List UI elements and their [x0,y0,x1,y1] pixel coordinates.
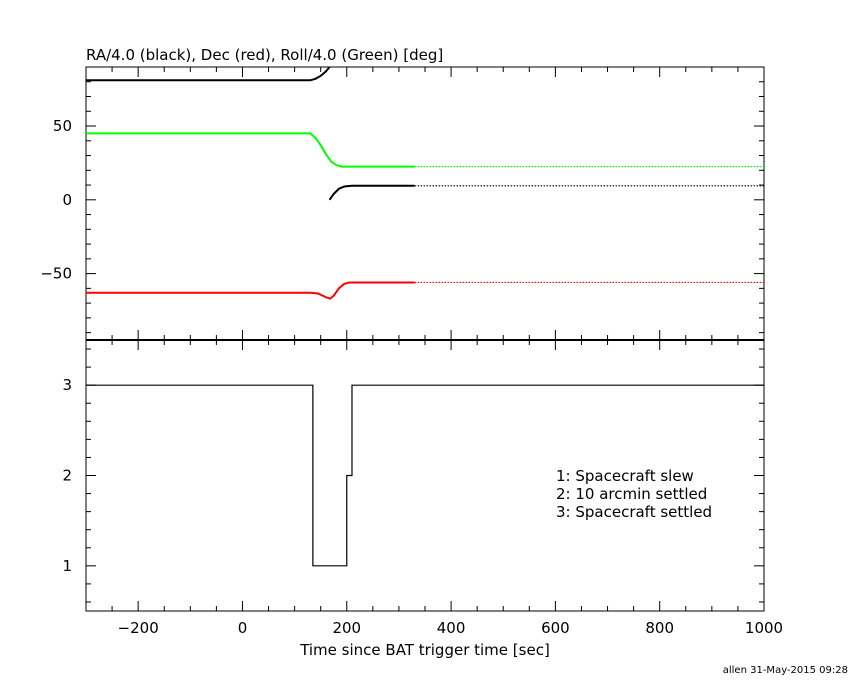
x-axis-label: Time since BAT trigger time [sec] [299,641,550,659]
series-line [86,132,415,168]
y-tick-label: 2 [62,467,72,485]
series-line [86,67,331,82]
x-tick-label: −200 [118,619,159,637]
legend-entry: 2: 10 arcmin settled [556,485,707,503]
y-tick-label: 0 [62,191,72,209]
top-panel: −50 0 50 [40,66,765,341]
series-group [86,384,764,567]
x-tick-label: 0 [238,619,248,637]
bottom-panel: 1 2 3 −200 0 200 400 600 800 1000 1: Spacecraft sl… [62,339,783,637]
legend-entry: 1: Spacecraft slew [556,467,694,485]
y-tick-label: −50 [40,265,72,283]
y-tick-label: 50 [53,117,72,135]
x-tick-label: 600 [541,619,570,637]
x-tick-label: 1000 [745,619,783,637]
y-tick-label: 1 [62,557,72,575]
y-tick-label: 3 [62,376,72,394]
plot-frame [85,66,765,341]
legend-entry: 3: Spacecraft settled [556,503,712,521]
series-line [328,184,415,201]
x-tick-label: 800 [645,619,674,637]
footer-credit: allen 31-May-2015 09:28 [723,665,848,676]
x-tick-label: 200 [332,619,361,637]
top-panel-title: RA/4.0 (black), Dec (red), Roll/4.0 (Gre… [86,46,443,64]
x-tick-label: 400 [437,619,466,637]
series-group [86,67,764,300]
series-line [86,384,764,567]
series-line [86,281,415,300]
